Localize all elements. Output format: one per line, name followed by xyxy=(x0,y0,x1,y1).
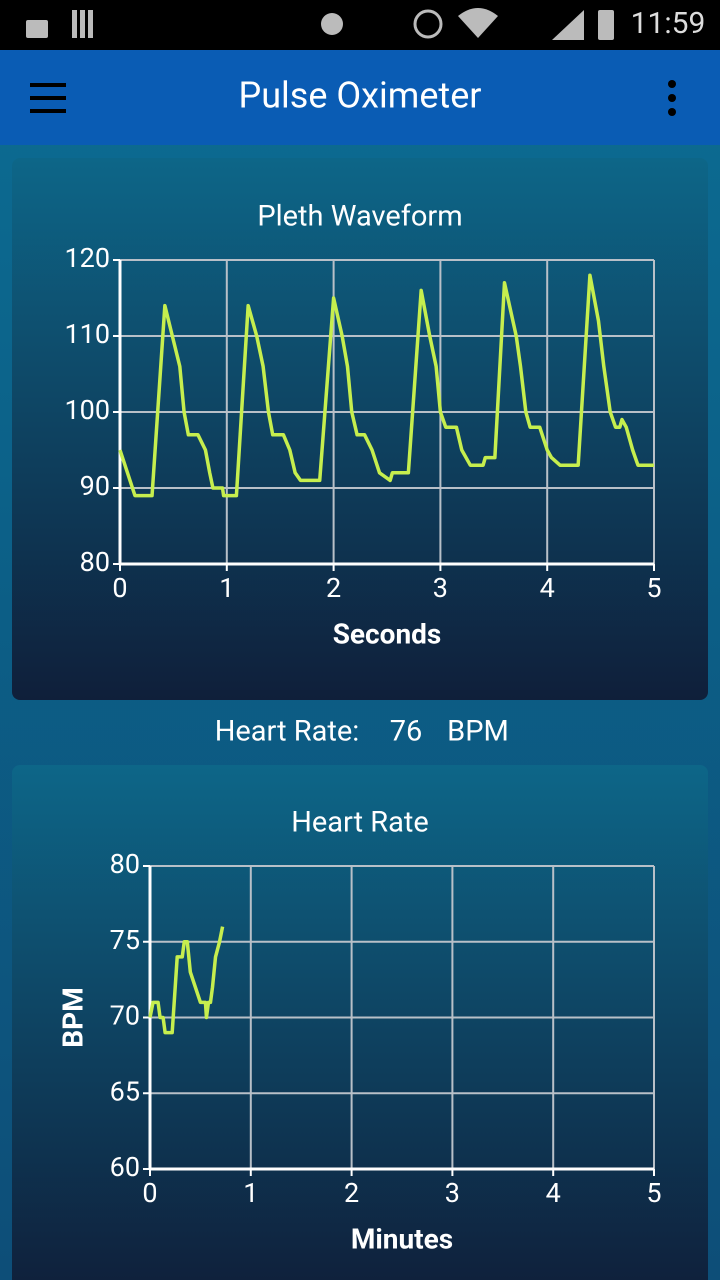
chart-title: Heart Rate xyxy=(291,806,429,840)
y-tick-label: 110 xyxy=(64,318,110,350)
x-tick-label: 4 xyxy=(546,1177,561,1209)
y-tick-label: 80 xyxy=(80,546,110,578)
x-tick-label: 0 xyxy=(142,1177,157,1209)
x-tick-label: 5 xyxy=(646,1177,661,1209)
x-axis-label: Minutes xyxy=(351,1222,453,1255)
data-line xyxy=(118,273,654,498)
y-tick-label: 75 xyxy=(110,924,140,956)
x-tick-label: 0 xyxy=(112,572,127,604)
status-icons xyxy=(26,8,614,40)
menu-button[interactable] xyxy=(30,83,66,113)
x-tick-label: 2 xyxy=(344,1177,359,1209)
y-tick-label: 60 xyxy=(110,1151,140,1183)
app-bar xyxy=(0,50,720,145)
y-tick-label: 100 xyxy=(64,394,110,426)
x-tick-label: 1 xyxy=(219,572,234,604)
overflow-button[interactable] xyxy=(668,80,676,116)
y-tick-label: 70 xyxy=(110,1000,140,1032)
x-tick-label: 1 xyxy=(243,1177,258,1209)
clock: 11:59 xyxy=(631,6,706,41)
chart-title: Pleth Waveform xyxy=(257,200,462,234)
x-tick-label: 2 xyxy=(326,572,341,604)
chart-card xyxy=(12,765,708,1280)
heart-rate-unit: BPM xyxy=(447,715,509,749)
y-tick-label: 90 xyxy=(80,470,110,502)
heart-rate-value: 76 xyxy=(390,715,423,749)
y-tick-label: 120 xyxy=(64,242,110,274)
y-tick-label: 65 xyxy=(110,1075,140,1107)
heart-rate-label: Heart Rate: xyxy=(215,715,360,749)
x-tick-label: 5 xyxy=(646,572,661,604)
x-axis-label: Seconds xyxy=(333,617,442,650)
x-tick-label: 3 xyxy=(433,572,448,604)
app-title: Pulse Oximeter xyxy=(238,75,481,117)
y-axis-label: BPM xyxy=(56,987,89,1047)
x-tick-label: 4 xyxy=(540,572,555,604)
x-tick-label: 3 xyxy=(445,1177,460,1209)
y-tick-label: 80 xyxy=(110,848,140,880)
data-line xyxy=(148,926,225,1035)
